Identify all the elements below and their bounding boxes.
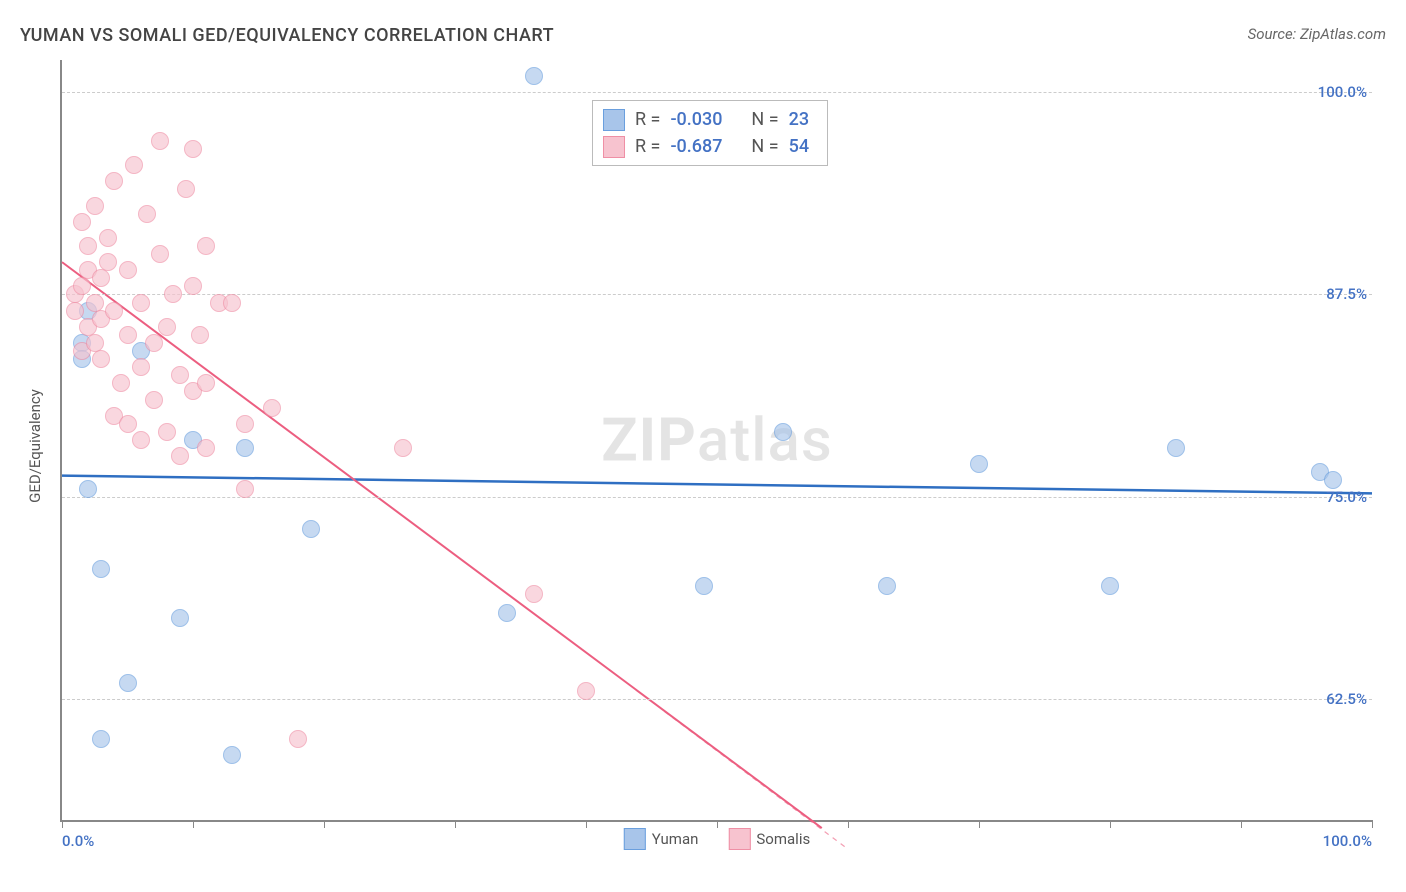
y-tick-label: 100.0% xyxy=(1318,83,1367,101)
stats-row-somalis: R = -0.687 N = 54 xyxy=(603,133,809,160)
data-point xyxy=(525,67,543,85)
data-point xyxy=(289,730,307,748)
y-tick-label: 87.5% xyxy=(1326,285,1367,303)
data-point xyxy=(86,197,104,215)
swatch-yuman xyxy=(603,109,625,131)
swatch-yuman xyxy=(624,828,646,850)
data-point xyxy=(105,302,123,320)
data-point xyxy=(263,399,281,417)
data-point xyxy=(105,172,123,190)
data-point xyxy=(99,253,117,271)
data-point xyxy=(79,480,97,498)
data-point xyxy=(171,366,189,384)
data-point xyxy=(878,577,896,595)
y-tick-label: 62.5% xyxy=(1326,690,1367,708)
data-point xyxy=(119,326,137,344)
data-point xyxy=(73,277,91,295)
data-point xyxy=(302,520,320,538)
source-attribution: Source: ZipAtlas.com xyxy=(1248,25,1386,43)
data-point xyxy=(125,156,143,174)
data-point xyxy=(498,604,516,622)
data-point xyxy=(92,560,110,578)
swatch-somalis xyxy=(603,136,625,158)
data-point xyxy=(132,294,150,312)
correlation-stats-box: R = -0.030 N = 23 R = -0.687 N = 54 xyxy=(592,100,828,166)
data-point xyxy=(132,358,150,376)
data-point xyxy=(138,205,156,223)
data-point xyxy=(158,423,176,441)
data-point xyxy=(92,350,110,368)
data-point xyxy=(79,237,97,255)
data-point xyxy=(119,261,137,279)
legend-item-somalis: Somalis xyxy=(728,828,810,850)
data-point xyxy=(191,326,209,344)
plot-area: ZIPatlas R = -0.030 N = 23 R = -0.687 N … xyxy=(60,60,1372,822)
data-point xyxy=(164,285,182,303)
data-point xyxy=(236,439,254,457)
data-point xyxy=(223,746,241,764)
data-point xyxy=(92,730,110,748)
data-point xyxy=(151,132,169,150)
data-point xyxy=(1167,439,1185,457)
data-point xyxy=(66,302,84,320)
data-point xyxy=(99,229,117,247)
data-point xyxy=(197,237,215,255)
data-point xyxy=(970,455,988,473)
data-point xyxy=(158,318,176,336)
data-point xyxy=(119,674,137,692)
data-point xyxy=(394,439,412,457)
swatch-somalis xyxy=(728,828,750,850)
data-point xyxy=(119,415,137,433)
chart-container: YUMAN VS SOMALI GED/EQUIVALENCY CORRELAT… xyxy=(20,20,1386,872)
data-point xyxy=(223,294,241,312)
data-point xyxy=(132,431,150,449)
y-axis-label: GED/Equivalency xyxy=(26,389,44,503)
data-point xyxy=(177,180,195,198)
legend-item-yuman: Yuman xyxy=(624,828,699,850)
data-point xyxy=(145,334,163,352)
data-point xyxy=(236,415,254,433)
y-tick-label: 75.0% xyxy=(1326,488,1367,506)
data-point xyxy=(151,245,169,263)
data-point xyxy=(236,480,254,498)
x-axis-max-label: 100.0% xyxy=(1323,832,1372,850)
data-point xyxy=(184,277,202,295)
data-point xyxy=(577,682,595,700)
data-point xyxy=(774,423,792,441)
data-point xyxy=(171,447,189,465)
data-point xyxy=(525,585,543,603)
data-point xyxy=(145,391,163,409)
data-point xyxy=(197,374,215,392)
data-point xyxy=(695,577,713,595)
data-point xyxy=(92,269,110,287)
data-point xyxy=(73,213,91,231)
data-point xyxy=(171,609,189,627)
x-axis-min-label: 0.0% xyxy=(62,832,94,850)
data-point xyxy=(1324,471,1342,489)
stats-row-yuman: R = -0.030 N = 23 xyxy=(603,106,809,133)
data-point xyxy=(197,439,215,457)
data-point xyxy=(112,374,130,392)
legend: Yuman Somalis xyxy=(624,828,810,850)
data-point xyxy=(1101,577,1119,595)
data-point xyxy=(184,140,202,158)
chart-title: YUMAN VS SOMALI GED/EQUIVALENCY CORRELAT… xyxy=(20,25,554,46)
